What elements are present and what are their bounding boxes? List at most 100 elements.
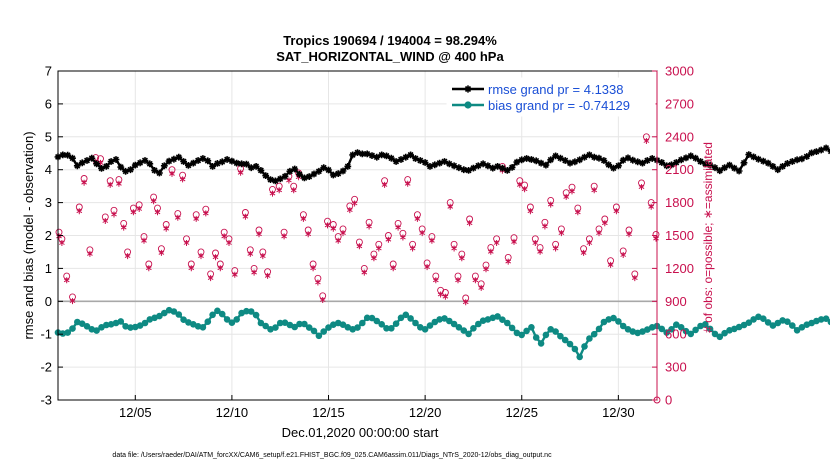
- rmse-point-67: [378, 151, 386, 159]
- rmse-point-128: [672, 159, 680, 166]
- bias-point-1: [59, 330, 67, 337]
- rmse-point-109: [581, 153, 588, 161]
- obs-assimilated-point-118: [648, 203, 655, 210]
- obs-assimilated-point-82: [455, 277, 461, 284]
- rmse-point-49: [291, 165, 299, 173]
- obs-assimilated-point-119: [653, 235, 659, 242]
- obs-assimilated-point-16: [136, 206, 143, 212]
- rmse-point-52: [305, 173, 313, 180]
- rmse-point-145: [755, 155, 762, 163]
- obs-assimilated-point-46: [281, 233, 287, 240]
- bias-point-146: [760, 315, 767, 323]
- obs-assimilated-point-23: [169, 170, 175, 177]
- rmse-point-157: [813, 148, 820, 155]
- bias-point-43: [262, 322, 270, 330]
- rmse-point-38: [238, 160, 245, 168]
- rmse-point-58: [334, 170, 342, 177]
- bias-point-22: [161, 309, 168, 317]
- obs-assimilated-point-105: [574, 209, 581, 216]
- bias-point-126: [663, 329, 670, 336]
- rmse-point-113: [600, 157, 608, 164]
- obs-assimilated-point-41: [256, 231, 262, 238]
- rmse-point-53: [310, 170, 318, 178]
- obs-assimilated-point-45: [276, 187, 283, 194]
- obs-assimilated-point-83: [458, 255, 465, 262]
- bias-point-122: [644, 326, 651, 333]
- obs-assimilated-point-2: [63, 277, 70, 284]
- obs-assimilated-point-106: [580, 249, 587, 256]
- obs-assimilated-point-69: [395, 224, 401, 231]
- rmse-point-2: [64, 151, 72, 159]
- rmse-point-132: [692, 154, 699, 162]
- obs-assimilated-point-94: [516, 181, 523, 188]
- x-tick-label-0: 12/05: [119, 405, 152, 420]
- bias-point-54: [315, 332, 323, 340]
- y2-tick-label-6: 1800: [665, 195, 694, 210]
- obs-assimilated-point-63: [366, 223, 372, 230]
- rmse-point-144: [750, 153, 757, 161]
- rmse-point-84: [460, 166, 468, 174]
- rmse-point-13: [117, 163, 125, 171]
- bias-point-55: [320, 328, 328, 335]
- bias-point-18: [141, 319, 149, 327]
- rmse-series-layer: [54, 144, 830, 185]
- obs-assimilated-point-102: [558, 230, 565, 237]
- y-tick-label-9: 6: [45, 96, 52, 111]
- obs-assimilated-point-40: [251, 269, 257, 276]
- rmse-point-96: [518, 156, 526, 164]
- rmse-point-28: [189, 159, 197, 167]
- rmse-point-22: [160, 162, 168, 170]
- rmse-point-95: [513, 158, 521, 166]
- rmse-point-93: [503, 167, 511, 174]
- obs-assimilated-point-99: [542, 223, 548, 230]
- rmse-point-79: [436, 159, 443, 167]
- rmse-point-66: [373, 153, 381, 161]
- bias-point-84: [460, 327, 468, 334]
- obs-assimilated-point-84: [462, 299, 469, 306]
- bias-point-13: [117, 318, 125, 325]
- bias-point-15: [127, 324, 134, 331]
- rmse-point-136: [711, 164, 719, 172]
- bias-point-35: [223, 316, 231, 323]
- obs-assimilated-point-58: [340, 230, 346, 237]
- bias-point-110: [586, 335, 593, 342]
- rmse-point-50: [296, 170, 303, 178]
- obs-assimilated-point-3: [69, 298, 76, 305]
- rmse-point-138: [721, 164, 728, 172]
- legend-rmse-label: rmse grand pr = 4.1338: [488, 82, 624, 97]
- x-tick-label-1: 12/10: [216, 405, 249, 420]
- bias-point-74: [412, 319, 419, 327]
- rmse-point-98: [528, 156, 535, 163]
- obs-assimilated-point-39: [247, 250, 254, 257]
- bias-point-71: [397, 314, 405, 322]
- bias-point-143: [745, 319, 753, 327]
- obs-assimilated-point-51: [305, 231, 312, 238]
- obs-assimilated-point-107: [586, 240, 593, 246]
- bias-point-65: [368, 314, 376, 322]
- rmse-point-12: [112, 156, 120, 163]
- rmse-point-155: [803, 153, 811, 160]
- bias-point-66: [373, 317, 381, 325]
- rmse-point-39: [243, 160, 250, 168]
- legend: rmse grand pr = 4.1338 bias grand pr = -…: [446, 77, 656, 117]
- obs-assimilated-point-101: [552, 245, 559, 252]
- rmse-point-103: [552, 152, 559, 160]
- bias-point-115: [610, 314, 617, 322]
- rmse-point-118: [624, 154, 632, 162]
- obs-assimilated-point-32: [212, 254, 219, 261]
- bias-point-152: [789, 322, 796, 329]
- obs-assimilated-point-80: [447, 203, 454, 210]
- rmse-point-127: [668, 161, 675, 169]
- rmse-point-107: [571, 158, 579, 166]
- bias-series-layer: [54, 306, 830, 361]
- rmse-point-108: [576, 156, 584, 164]
- obs-assimilated-point-64: [371, 255, 377, 262]
- bias-point-81: [446, 317, 453, 325]
- rmse-point-141: [735, 167, 743, 175]
- obs-assimilated-point-48: [290, 187, 297, 194]
- y2-tick-label-10: 3000: [665, 64, 694, 79]
- bias-point-86: [470, 325, 477, 332]
- obs-assimilated-point-111: [607, 261, 614, 268]
- rmse-point-72: [402, 153, 410, 161]
- bias-point-92: [499, 316, 506, 324]
